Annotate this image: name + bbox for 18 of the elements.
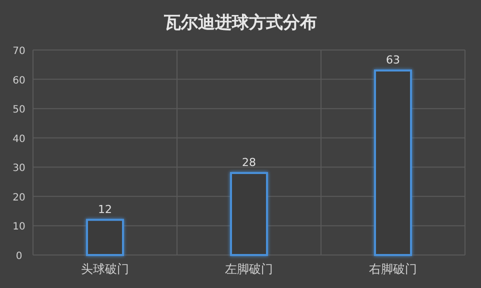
y-tick-label: 50	[12, 104, 26, 116]
x-tick-label: 右脚破门	[369, 262, 417, 276]
x-tick-label: 头球破门	[81, 262, 129, 276]
bar	[374, 70, 412, 256]
y-tick-label: 0	[16, 251, 22, 262]
y-tick-label: 70	[12, 46, 26, 57]
chart-title: 瓦尔迪进球方式分布	[163, 13, 317, 33]
x-tick-label: 左脚破门	[225, 262, 273, 276]
data-label: 28	[242, 156, 256, 169]
y-tick-label: 10	[12, 222, 26, 233]
bar	[86, 218, 124, 256]
y-tick-label: 20	[12, 192, 26, 204]
y-tick-label: 40	[12, 134, 26, 145]
data-label: 63	[386, 54, 400, 66]
data-label: 12	[98, 202, 112, 216]
y-tick-label: 30	[12, 163, 26, 174]
bar	[230, 172, 268, 256]
y-tick-label: 60	[12, 75, 26, 86]
